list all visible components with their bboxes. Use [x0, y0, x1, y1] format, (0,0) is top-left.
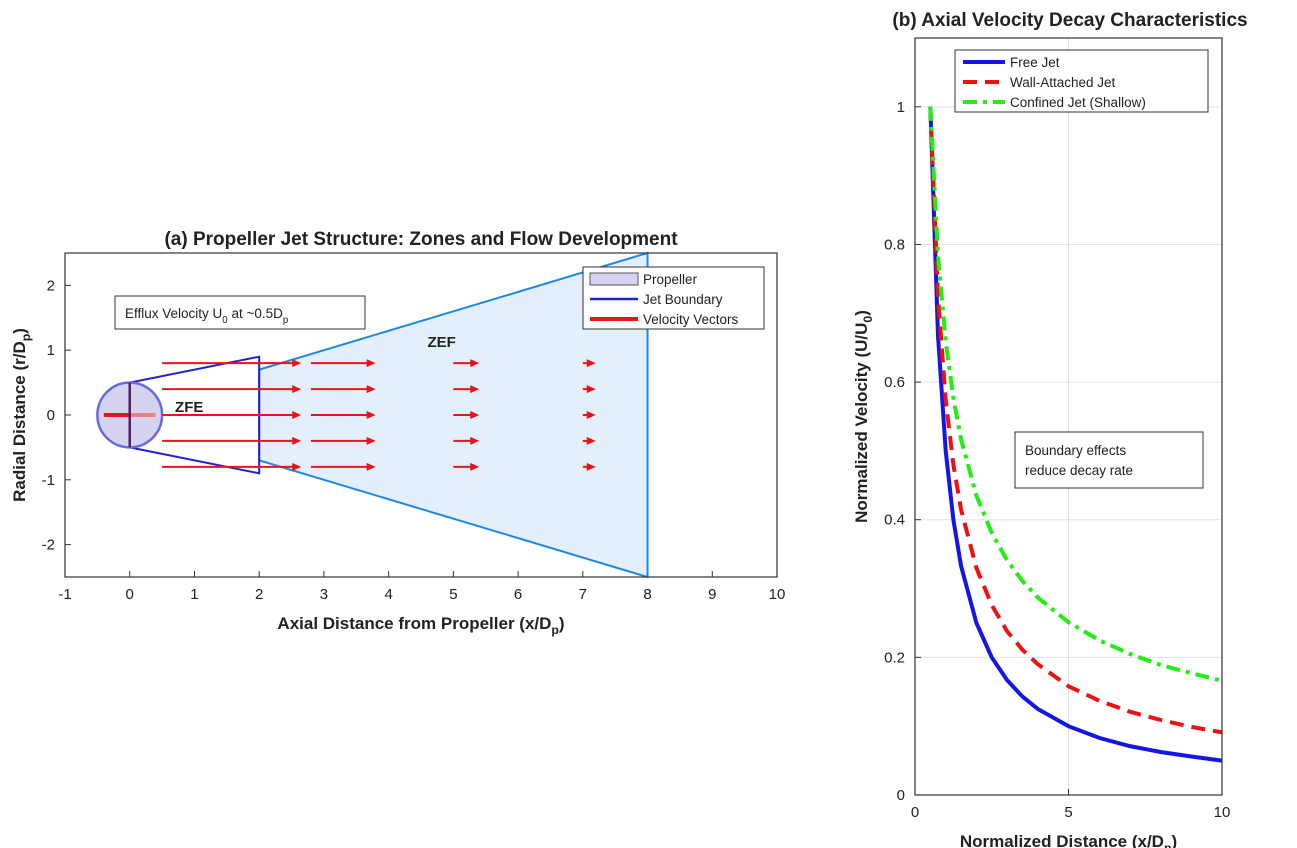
- y-axis-label: Radial Distance (r/Dp): [10, 328, 33, 502]
- arrow-head: [586, 411, 596, 419]
- arrow-head: [292, 436, 302, 445]
- chart-title: (a) Propeller Jet Structure: Zones and F…: [164, 229, 678, 250]
- line-series: [928, 106, 1223, 683]
- label-part: Efflux Velocity U: [125, 306, 222, 321]
- plot-frame: [914, 37, 1223, 796]
- arrow-head: [366, 385, 376, 394]
- legend-label: Free Jet: [1010, 55, 1060, 70]
- y-tick-label: 0: [897, 787, 905, 804]
- arrow-head: [470, 385, 480, 394]
- x-tick-label: 10: [769, 586, 786, 603]
- x-tick-label: 1: [190, 586, 198, 603]
- x-tick-label: 9: [708, 586, 716, 603]
- legend-label: Confined Jet (Shallow): [1010, 95, 1146, 110]
- arrow-head: [470, 411, 480, 419]
- label-part: ): [559, 614, 565, 633]
- x-tick-label: 5: [1064, 804, 1072, 821]
- y-tick-label: 1: [47, 342, 55, 359]
- label-part: ): [1171, 832, 1177, 848]
- annotation: Boundary effects: [1025, 443, 1126, 458]
- y-tick-label: 0.4: [884, 512, 905, 529]
- zone-label: ZEF: [427, 334, 455, 351]
- x-tick-label: 5: [449, 586, 457, 603]
- arrow-head: [586, 462, 596, 471]
- x-axis-label: Normalized Distance (x/Dp): [960, 832, 1177, 848]
- legend-label: Wall-Attached Jet: [1010, 75, 1116, 90]
- arrow-head: [292, 462, 302, 471]
- arrow-head: [292, 411, 302, 419]
- arrow-head: [470, 462, 480, 471]
- arrow-head: [470, 436, 480, 445]
- zone-label: ZFE: [175, 399, 203, 416]
- annotation-box: [114, 295, 366, 330]
- arrow-head: [292, 359, 302, 368]
- plot-frame: [64, 252, 778, 578]
- annotation-box: [1014, 431, 1204, 489]
- legend-label: Velocity Vectors: [643, 312, 739, 327]
- x-tick-label: 6: [514, 586, 522, 603]
- arrow-head: [366, 359, 376, 368]
- y-tick-label: -1: [42, 472, 55, 489]
- annotation: Efflux Velocity U0 at ~0.5Dp: [125, 306, 288, 326]
- arrow-head: [292, 385, 302, 394]
- label-part: 0: [222, 315, 228, 326]
- x-tick-label: 8: [643, 586, 651, 603]
- y-tick-label: 0: [47, 407, 55, 424]
- label-part: ): [10, 328, 29, 334]
- arrow-head: [586, 436, 596, 445]
- x-tick-label: 4: [384, 586, 392, 603]
- y-tick-label: 2: [47, 277, 55, 294]
- annotation: reduce decay rate: [1025, 463, 1133, 478]
- label-part: 0: [861, 316, 875, 323]
- arrow-head: [470, 359, 480, 368]
- label-part: p: [1164, 841, 1171, 848]
- label-part: p: [551, 623, 558, 637]
- label-part: Axial Distance from Propeller (x/D: [277, 614, 551, 633]
- y-tick-label: 0.6: [884, 374, 905, 391]
- label-part: Normalized Velocity (U/U: [852, 323, 871, 523]
- legend-label: Propeller: [643, 272, 698, 287]
- line-series: [928, 106, 1223, 763]
- y-tick-label: 0.2: [884, 649, 905, 666]
- legend-label: Jet Boundary: [643, 292, 723, 307]
- x-tick-label: 7: [579, 586, 587, 603]
- chart-title: (b) Axial Velocity Decay Characteristics: [892, 10, 1247, 31]
- legend-swatch: [589, 272, 639, 286]
- label-part: p: [283, 315, 288, 326]
- arrow-head: [586, 359, 596, 368]
- x-tick-label: 0: [126, 586, 134, 603]
- label-part: ): [852, 310, 871, 316]
- label-part: at ~0.5D: [228, 306, 283, 321]
- x-tick-label: 2: [255, 586, 263, 603]
- x-tick-label: 0: [911, 804, 919, 821]
- y-tick-label: -2: [42, 537, 55, 554]
- arrow-head: [366, 436, 376, 445]
- label-part: Normalized Distance (x/D: [960, 832, 1164, 848]
- y-tick-label: 0.8: [884, 236, 905, 253]
- arrow-head: [366, 411, 376, 419]
- arrow-head: [586, 385, 596, 394]
- y-axis-label: Normalized Velocity (U/U0): [852, 310, 875, 523]
- x-tick-label: 3: [320, 586, 328, 603]
- y-tick-label: 1: [897, 99, 905, 116]
- label-part: Radial Distance (r/D: [10, 341, 29, 502]
- x-tick-label: -1: [58, 586, 71, 603]
- label-part: p: [19, 334, 33, 341]
- x-tick-label: 10: [1214, 804, 1231, 821]
- x-axis-label: Axial Distance from Propeller (x/Dp): [277, 614, 564, 637]
- arrow-head: [366, 462, 376, 471]
